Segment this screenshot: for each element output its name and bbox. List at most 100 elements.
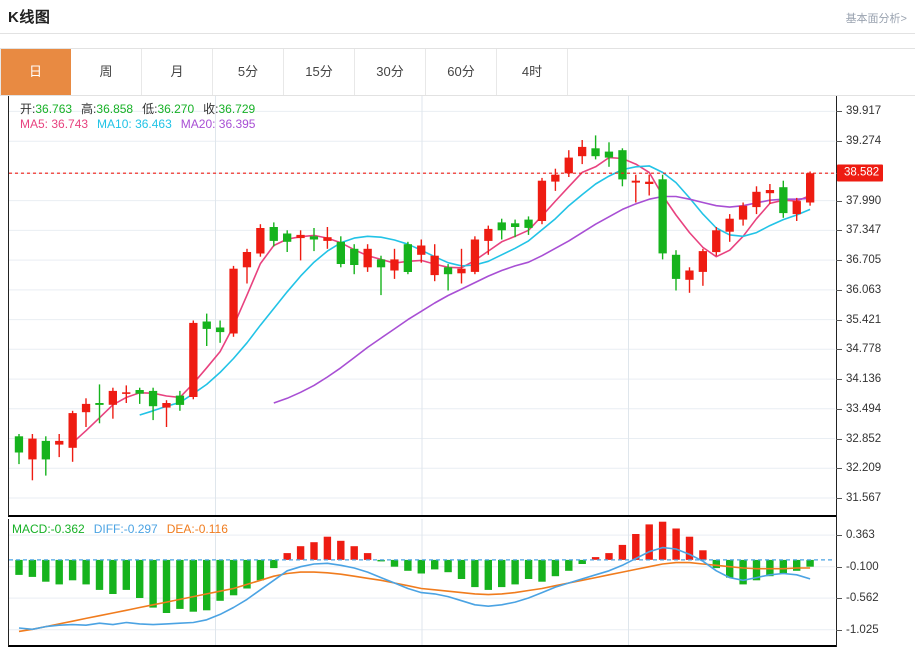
macd-histogram-bar xyxy=(296,546,305,560)
tab-月[interactable]: 月 xyxy=(142,49,213,95)
candle xyxy=(309,228,319,252)
candle-body xyxy=(685,270,694,280)
axis-tick xyxy=(836,438,842,440)
macd-indicator-svg[interactable] xyxy=(9,519,835,645)
axis-tick xyxy=(836,289,842,291)
candle xyxy=(752,186,761,215)
candle xyxy=(108,387,117,419)
macd-histogram-bar xyxy=(793,559,801,571)
axis-tick xyxy=(836,319,842,321)
macd-histogram-bar xyxy=(283,553,291,560)
axis-tick xyxy=(836,566,842,568)
candle-body xyxy=(68,413,77,448)
ohlc-value: 36.270 xyxy=(157,102,195,116)
axis-tick xyxy=(836,111,842,113)
candle-body xyxy=(296,234,305,239)
macd-panel[interactable] xyxy=(8,519,836,647)
candle xyxy=(55,434,64,458)
candle xyxy=(68,410,77,462)
diff-line xyxy=(18,546,811,631)
macd-histogram-bar xyxy=(55,559,63,585)
candle xyxy=(779,180,788,218)
macd-histogram-bar xyxy=(498,559,506,588)
macd-axis-label: 0.363 xyxy=(846,529,875,542)
macd-histogram-bar xyxy=(524,559,533,579)
macd-histogram-bar xyxy=(390,559,399,567)
ohlc-value: 36.858 xyxy=(96,102,134,116)
macd-histogram-bar xyxy=(82,559,90,585)
candle-body xyxy=(108,390,117,405)
candle xyxy=(537,177,547,225)
candle xyxy=(363,244,372,272)
candle xyxy=(189,320,198,400)
tab-30分[interactable]: 30分 xyxy=(355,49,426,95)
macd-histogram-bar xyxy=(42,559,50,582)
candle-body xyxy=(417,245,426,255)
axis-tick xyxy=(836,535,842,537)
price-candlestick-svg[interactable] xyxy=(9,96,835,515)
candle-body xyxy=(14,436,24,453)
candle xyxy=(484,225,493,255)
candle xyxy=(443,264,453,291)
macd-histogram-bar xyxy=(779,559,787,574)
candle xyxy=(242,248,252,284)
candle-body xyxy=(269,227,278,241)
macd-legend-item: MACD:-0.362 xyxy=(12,522,85,536)
macd-histogram-bar xyxy=(739,559,747,585)
macd-histogram-bar xyxy=(618,544,627,560)
candle xyxy=(216,320,225,343)
candle-body xyxy=(578,146,587,157)
candle-body xyxy=(604,151,614,158)
macd-histogram-bar xyxy=(672,528,680,560)
candle-body xyxy=(443,267,453,275)
tab-日[interactable]: 日 xyxy=(0,49,71,95)
fundamental-analysis-link[interactable]: 基本面分析> xyxy=(845,13,907,25)
candle xyxy=(497,218,506,240)
candle xyxy=(725,214,734,242)
candle xyxy=(685,267,694,293)
tab-15分[interactable]: 15分 xyxy=(284,49,355,95)
candle xyxy=(645,174,654,196)
axis-tick xyxy=(836,468,842,470)
macd-histogram-bar xyxy=(645,524,653,560)
price-axis-label: 31.567 xyxy=(846,492,882,504)
price-axis-label: 37.347 xyxy=(846,224,882,237)
macd-histogram-bar xyxy=(189,559,197,612)
macd-legend-item: DIFF:-0.297 xyxy=(93,522,158,536)
candle xyxy=(698,248,707,286)
candle xyxy=(175,390,185,411)
candle-body xyxy=(403,244,412,272)
candle-body xyxy=(618,150,627,180)
candle-body xyxy=(470,239,480,272)
macd-histogram-bar xyxy=(699,550,707,560)
candle-body xyxy=(564,157,573,174)
macd-histogram-bar xyxy=(136,559,144,598)
macd-histogram-bar xyxy=(538,559,546,582)
candle xyxy=(738,202,748,226)
candle xyxy=(806,171,815,206)
ohlc-label: 低: xyxy=(142,102,158,116)
macd-histogram-bar xyxy=(377,559,385,562)
candle xyxy=(95,384,104,424)
candle xyxy=(631,174,640,203)
candle-body xyxy=(497,222,506,231)
macd-axis-label: -0.100 xyxy=(846,560,879,573)
price-panel[interactable] xyxy=(8,96,836,517)
candle-body xyxy=(135,390,144,394)
tab-周[interactable]: 周 xyxy=(71,49,142,95)
candle-body xyxy=(376,259,386,268)
macd-histogram-bar xyxy=(457,559,466,579)
candle xyxy=(658,174,667,260)
macd-histogram-bar xyxy=(685,536,694,560)
tab-4时[interactable]: 4时 xyxy=(497,49,568,95)
macd-histogram-bar xyxy=(591,557,600,560)
tab-5分[interactable]: 5分 xyxy=(213,49,284,95)
candle xyxy=(792,197,801,221)
ohlc-value: 36.729 xyxy=(218,102,256,116)
ohlc-label: 收: xyxy=(203,102,219,116)
candle xyxy=(470,236,480,275)
candle xyxy=(417,239,426,263)
tab-60分[interactable]: 60分 xyxy=(426,49,497,95)
candle xyxy=(376,255,386,296)
macd-histogram-bar xyxy=(216,559,224,601)
